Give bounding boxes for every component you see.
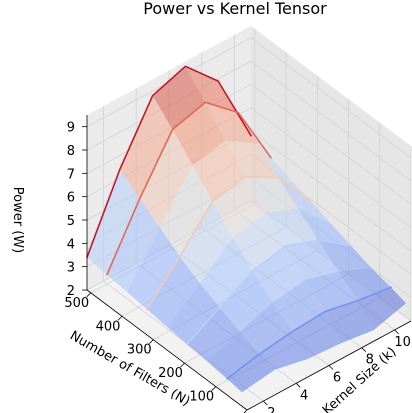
surface-face: [179, 201, 233, 284]
y-tick: [148, 339, 154, 344]
series-line: [226, 286, 392, 380]
surface-face: [252, 246, 306, 303]
surface-face: [199, 237, 253, 308]
surface-face: [207, 331, 260, 379]
surface-face: [239, 302, 293, 354]
x-tick-label: 4: [300, 388, 308, 403]
y-tick: [117, 315, 123, 321]
surface-face: [265, 208, 319, 247]
surface-face: [172, 102, 226, 166]
z-tick-label: 2: [67, 284, 75, 299]
y-tick: [211, 386, 217, 391]
surface-face: [285, 240, 339, 280]
y-tick-label: 200: [158, 366, 183, 381]
chart-title: Power vs Kernel Tensor: [143, 0, 327, 18]
z-axis-label: Power (W): [10, 187, 25, 253]
z-tick-label: 8: [67, 144, 75, 159]
surface-face: [298, 208, 351, 246]
series-line: [146, 175, 312, 311]
surface-face: [227, 353, 275, 393]
axes: 246810010020030040050023456789: [64, 115, 412, 413]
x-tick: [295, 383, 301, 388]
surface-face: [127, 227, 180, 310]
z-tick-label: 4: [67, 237, 75, 252]
z-tick-label: 5: [67, 214, 75, 229]
z-tick-label: 3: [67, 261, 75, 276]
x-tick-label: 10: [394, 335, 411, 350]
x-tick: [328, 365, 334, 370]
series-line: [86, 65, 252, 259]
x-tick-label: 2: [267, 406, 275, 413]
y-tick: [86, 292, 92, 298]
surface-face: [107, 198, 160, 292]
series-lines: [86, 65, 392, 380]
surface-face: [187, 307, 240, 362]
surface-face: [205, 102, 259, 144]
surface-face: [305, 271, 359, 312]
surface-face: [139, 129, 193, 228]
gridline-z: [86, 37, 412, 159]
surface-face: [87, 169, 140, 275]
surface-face: [259, 331, 308, 370]
y-axis-line: [86, 289, 248, 411]
side-wall-pane: [251, 26, 411, 321]
y-tick-label: 400: [96, 319, 121, 334]
surface-face: [325, 300, 374, 344]
surface-face: [292, 311, 341, 359]
x-tick-label: 8: [366, 353, 374, 368]
surface-face: [219, 271, 273, 332]
surface-face: [159, 165, 213, 257]
surface-face: [232, 212, 286, 272]
surface-face: [278, 177, 331, 224]
y-tick-label: 100: [189, 390, 214, 405]
series-line: [106, 101, 272, 276]
z-tick-label: 9: [67, 121, 75, 136]
surface-face: [225, 140, 279, 178]
z-tick-label: 6: [67, 191, 75, 206]
surface-face: [245, 176, 299, 213]
y-tick: [243, 409, 248, 413]
surface-face: [358, 287, 406, 331]
x-tick: [263, 400, 268, 406]
x-tick-label: 6: [333, 371, 341, 386]
x-tick: [361, 347, 367, 352]
surface-face: [152, 66, 206, 130]
y-tick-label: 500: [64, 296, 89, 311]
surface-face: [147, 256, 200, 327]
surface-face: [167, 283, 220, 344]
y-tick: [180, 362, 185, 368]
z-tick-label: 7: [67, 167, 75, 182]
series-line: [186, 239, 352, 345]
x-tick: [394, 329, 399, 335]
surface-face: [185, 66, 239, 113]
y-tick-label: 300: [127, 343, 152, 358]
surface-face: [318, 240, 371, 272]
surface-face: [119, 95, 173, 199]
